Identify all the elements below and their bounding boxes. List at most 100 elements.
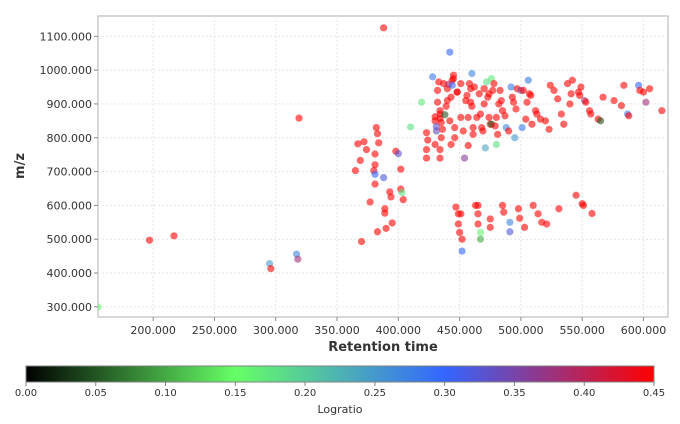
data-point [429, 73, 437, 81]
data-point [436, 145, 444, 154]
data-point [494, 130, 502, 138]
data-point [492, 113, 500, 122]
data-point [528, 120, 536, 128]
y-tick-label: 300.000 [47, 301, 93, 314]
data-point [432, 122, 440, 131]
data-point [555, 205, 563, 213]
data-point [446, 48, 454, 56]
data-point [524, 76, 532, 84]
data-point [357, 237, 366, 246]
color-scale-ticks: 0.00 0.05 0.10 0.15 0.20 0.25 0.30 0.35 0.40 0.45 [15, 382, 665, 399]
data-point [568, 76, 576, 84]
data-point [492, 140, 500, 149]
data-point [438, 125, 447, 133]
data-point [436, 154, 444, 162]
data-point [470, 83, 478, 91]
data-point [382, 224, 390, 232]
data-point [476, 110, 485, 118]
data-point [372, 124, 380, 132]
data-point [596, 117, 605, 125]
data-point [658, 107, 666, 115]
data-point [512, 105, 520, 113]
scale-tick-label: 0.10 [154, 388, 176, 399]
data-point [446, 117, 454, 125]
data-point [371, 170, 379, 178]
y-tick-label: 600.000 [47, 199, 93, 212]
data-point [497, 96, 505, 105]
data-point [366, 198, 374, 206]
data-point [463, 91, 471, 100]
data-point [453, 88, 461, 96]
data-point [610, 96, 618, 105]
data-point [458, 235, 466, 243]
data-point [371, 150, 379, 158]
data-point [474, 210, 482, 218]
data-point [617, 102, 626, 110]
y-tick-label: 1100.000 [40, 30, 93, 43]
data-point [546, 81, 554, 89]
data-point [267, 265, 275, 273]
data-point [509, 98, 518, 106]
data-point [468, 69, 476, 78]
data-point [501, 112, 509, 120]
data-point [543, 220, 551, 228]
data-point [588, 209, 596, 218]
data-point [398, 188, 406, 197]
data-point [294, 255, 302, 263]
x-axis-title: Retention time [328, 340, 438, 355]
data-point [516, 214, 524, 222]
data-point [554, 95, 562, 103]
data-point [582, 98, 590, 106]
data-point [433, 98, 442, 106]
data-point [380, 174, 388, 182]
data-point [373, 228, 382, 236]
data-point [459, 127, 467, 135]
data-point [388, 219, 396, 227]
x-tick-label: 300.000 [253, 324, 299, 337]
data-point [422, 129, 431, 137]
data-point [523, 98, 531, 106]
data-point [579, 201, 588, 209]
data-point [457, 210, 465, 218]
plot-area [97, 15, 669, 318]
data-point [642, 98, 650, 106]
data-point [431, 140, 439, 149]
data-point [599, 93, 607, 101]
data-point [354, 140, 362, 148]
color-scale-bar [25, 365, 655, 383]
data-point [500, 208, 508, 216]
data-point [572, 191, 580, 199]
data-point [474, 220, 482, 228]
data-point [545, 125, 553, 133]
y-tick-label: 800.000 [47, 132, 93, 145]
scale-tick-label: 0.30 [434, 388, 456, 399]
scale-tick-label: 0.00 [15, 388, 37, 399]
data-point [422, 145, 431, 154]
data-point [394, 150, 402, 158]
data-point [529, 201, 537, 209]
scale-tick-label: 0.40 [573, 388, 595, 399]
data-point [486, 215, 494, 223]
data-point [476, 235, 485, 243]
data-point [447, 140, 455, 149]
data-points [98, 24, 666, 311]
data-point [587, 110, 595, 118]
y-tick-label: 900.000 [47, 98, 93, 111]
data-point [480, 85, 488, 93]
data-point [449, 71, 458, 79]
scale-tick-label: 0.45 [643, 388, 665, 399]
y-axis-title: m/z [13, 153, 28, 179]
data-point [371, 161, 379, 169]
data-point [441, 111, 449, 119]
data-point [464, 141, 472, 150]
y-tick-label: 400.000 [47, 267, 93, 280]
x-tick-label: 450.000 [437, 324, 483, 337]
data-point [485, 113, 493, 122]
x-tick-label: 400.000 [376, 324, 422, 337]
data-point [620, 81, 628, 89]
data-point [457, 113, 465, 122]
data-point [511, 134, 519, 142]
data-point [533, 110, 541, 118]
x-tick-label: 600.000 [621, 324, 667, 337]
